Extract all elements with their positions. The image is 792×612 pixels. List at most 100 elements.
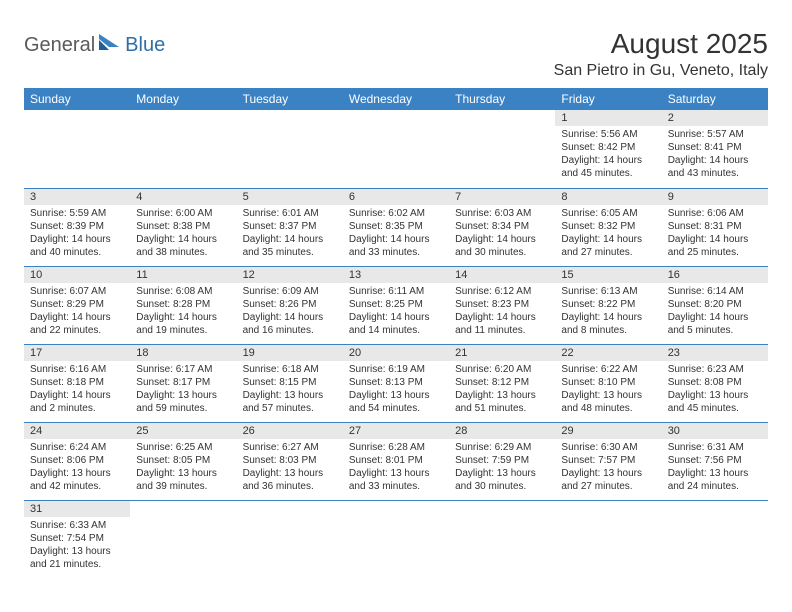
day-number: 9: [662, 189, 768, 205]
calendar-empty-cell: [555, 500, 661, 578]
day-header: Wednesday: [343, 88, 449, 110]
sunrise-text: Sunrise: 6:05 AM: [561, 207, 655, 220]
sunrise-text: Sunrise: 6:18 AM: [243, 363, 337, 376]
sunset-text: Sunset: 8:32 PM: [561, 220, 655, 233]
day-number: 3: [24, 189, 130, 205]
daylight-text: Daylight: 13 hours and 36 minutes.: [243, 467, 337, 493]
calendar-day-cell: 9Sunrise: 6:06 AMSunset: 8:31 PMDaylight…: [662, 188, 768, 266]
day-number: 31: [24, 501, 130, 517]
sunset-text: Sunset: 8:20 PM: [668, 298, 762, 311]
day-content: Sunrise: 6:01 AMSunset: 8:37 PMDaylight:…: [237, 205, 343, 263]
sunrise-text: Sunrise: 6:24 AM: [30, 441, 124, 454]
sunrise-text: Sunrise: 6:31 AM: [668, 441, 762, 454]
sunrise-text: Sunrise: 6:33 AM: [30, 519, 124, 532]
calendar-day-cell: 10Sunrise: 6:07 AMSunset: 8:29 PMDayligh…: [24, 266, 130, 344]
daylight-text: Daylight: 14 hours and 22 minutes.: [30, 311, 124, 337]
sunset-text: Sunset: 8:39 PM: [30, 220, 124, 233]
sunset-text: Sunset: 7:56 PM: [668, 454, 762, 467]
daylight-text: Daylight: 13 hours and 24 minutes.: [668, 467, 762, 493]
day-content: Sunrise: 6:09 AMSunset: 8:26 PMDaylight:…: [237, 283, 343, 341]
day-content: Sunrise: 6:11 AMSunset: 8:25 PMDaylight:…: [343, 283, 449, 341]
calendar-day-cell: 23Sunrise: 6:23 AMSunset: 8:08 PMDayligh…: [662, 344, 768, 422]
day-content: Sunrise: 5:59 AMSunset: 8:39 PMDaylight:…: [24, 205, 130, 263]
location-subtitle: San Pietro in Gu, Veneto, Italy: [554, 62, 768, 80]
day-content: Sunrise: 6:12 AMSunset: 8:23 PMDaylight:…: [449, 283, 555, 341]
day-content: Sunrise: 6:16 AMSunset: 8:18 PMDaylight:…: [24, 361, 130, 419]
daylight-text: Daylight: 14 hours and 38 minutes.: [136, 233, 230, 259]
day-content: Sunrise: 6:31 AMSunset: 7:56 PMDaylight:…: [662, 439, 768, 497]
daylight-text: Daylight: 13 hours and 42 minutes.: [30, 467, 124, 493]
daylight-text: Daylight: 13 hours and 33 minutes.: [349, 467, 443, 493]
calendar-week-row: 31Sunrise: 6:33 AMSunset: 7:54 PMDayligh…: [24, 500, 768, 578]
sunset-text: Sunset: 8:18 PM: [30, 376, 124, 389]
sunrise-text: Sunrise: 6:01 AM: [243, 207, 337, 220]
day-number: 13: [343, 267, 449, 283]
sunrise-text: Sunrise: 6:16 AM: [30, 363, 124, 376]
sunset-text: Sunset: 8:12 PM: [455, 376, 549, 389]
sunset-text: Sunset: 8:37 PM: [243, 220, 337, 233]
sunset-text: Sunset: 7:54 PM: [30, 532, 124, 545]
day-number: 22: [555, 345, 661, 361]
sunset-text: Sunset: 8:01 PM: [349, 454, 443, 467]
sunrise-text: Sunrise: 6:25 AM: [136, 441, 230, 454]
calendar-day-cell: 25Sunrise: 6:25 AMSunset: 8:05 PMDayligh…: [130, 422, 236, 500]
calendar-day-cell: 12Sunrise: 6:09 AMSunset: 8:26 PMDayligh…: [237, 266, 343, 344]
day-content: Sunrise: 6:00 AMSunset: 8:38 PMDaylight:…: [130, 205, 236, 263]
day-content: Sunrise: 6:08 AMSunset: 8:28 PMDaylight:…: [130, 283, 236, 341]
daylight-text: Daylight: 13 hours and 57 minutes.: [243, 389, 337, 415]
day-header: Sunday: [24, 88, 130, 110]
sunrise-text: Sunrise: 6:07 AM: [30, 285, 124, 298]
calendar-day-cell: 18Sunrise: 6:17 AMSunset: 8:17 PMDayligh…: [130, 344, 236, 422]
day-content: Sunrise: 6:07 AMSunset: 8:29 PMDaylight:…: [24, 283, 130, 341]
title-block: August 2025 San Pietro in Gu, Veneto, It…: [554, 28, 768, 80]
day-number: 2: [662, 110, 768, 126]
sunrise-text: Sunrise: 6:06 AM: [668, 207, 762, 220]
daylight-text: Daylight: 14 hours and 11 minutes.: [455, 311, 549, 337]
calendar-day-cell: 28Sunrise: 6:29 AMSunset: 7:59 PMDayligh…: [449, 422, 555, 500]
day-content: Sunrise: 6:27 AMSunset: 8:03 PMDaylight:…: [237, 439, 343, 497]
day-content: Sunrise: 6:33 AMSunset: 7:54 PMDaylight:…: [24, 517, 130, 575]
day-number: 27: [343, 423, 449, 439]
month-title: August 2025: [554, 28, 768, 60]
calendar-day-cell: 21Sunrise: 6:20 AMSunset: 8:12 PMDayligh…: [449, 344, 555, 422]
calendar-head: SundayMondayTuesdayWednesdayThursdayFrid…: [24, 88, 768, 110]
day-content: Sunrise: 6:02 AMSunset: 8:35 PMDaylight:…: [343, 205, 449, 263]
calendar-empty-cell: [24, 110, 130, 188]
calendar-day-cell: 5Sunrise: 6:01 AMSunset: 8:37 PMDaylight…: [237, 188, 343, 266]
daylight-text: Daylight: 13 hours and 45 minutes.: [668, 389, 762, 415]
daylight-text: Daylight: 14 hours and 19 minutes.: [136, 311, 230, 337]
calendar-empty-cell: [449, 500, 555, 578]
sunset-text: Sunset: 8:17 PM: [136, 376, 230, 389]
page-header: General Blue August 2025 San Pietro in G…: [24, 28, 768, 80]
calendar-day-cell: 11Sunrise: 6:08 AMSunset: 8:28 PMDayligh…: [130, 266, 236, 344]
calendar-day-cell: 14Sunrise: 6:12 AMSunset: 8:23 PMDayligh…: [449, 266, 555, 344]
calendar-day-cell: 15Sunrise: 6:13 AMSunset: 8:22 PMDayligh…: [555, 266, 661, 344]
daylight-text: Daylight: 13 hours and 48 minutes.: [561, 389, 655, 415]
calendar-empty-cell: [130, 110, 236, 188]
sunrise-text: Sunrise: 6:13 AM: [561, 285, 655, 298]
day-content: Sunrise: 6:17 AMSunset: 8:17 PMDaylight:…: [130, 361, 236, 419]
daylight-text: Daylight: 14 hours and 8 minutes.: [561, 311, 655, 337]
day-number: 10: [24, 267, 130, 283]
day-content: Sunrise: 6:19 AMSunset: 8:13 PMDaylight:…: [343, 361, 449, 419]
day-content: Sunrise: 6:22 AMSunset: 8:10 PMDaylight:…: [555, 361, 661, 419]
day-number: 18: [130, 345, 236, 361]
sunset-text: Sunset: 7:57 PM: [561, 454, 655, 467]
daylight-text: Daylight: 14 hours and 16 minutes.: [243, 311, 337, 337]
calendar-day-cell: 4Sunrise: 6:00 AMSunset: 8:38 PMDaylight…: [130, 188, 236, 266]
calendar-day-cell: 30Sunrise: 6:31 AMSunset: 7:56 PMDayligh…: [662, 422, 768, 500]
sunrise-text: Sunrise: 6:19 AM: [349, 363, 443, 376]
day-number: 5: [237, 189, 343, 205]
flag-icon: [99, 34, 121, 50]
sunset-text: Sunset: 8:38 PM: [136, 220, 230, 233]
daylight-text: Daylight: 14 hours and 14 minutes.: [349, 311, 443, 337]
sunset-text: Sunset: 8:26 PM: [243, 298, 337, 311]
day-number: 17: [24, 345, 130, 361]
day-number: 28: [449, 423, 555, 439]
sunrise-text: Sunrise: 6:29 AM: [455, 441, 549, 454]
calendar-table: SundayMondayTuesdayWednesdayThursdayFrid…: [24, 88, 768, 578]
daylight-text: Daylight: 14 hours and 40 minutes.: [30, 233, 124, 259]
day-content: Sunrise: 6:13 AMSunset: 8:22 PMDaylight:…: [555, 283, 661, 341]
day-content: Sunrise: 5:57 AMSunset: 8:41 PMDaylight:…: [662, 126, 768, 184]
day-content: Sunrise: 5:56 AMSunset: 8:42 PMDaylight:…: [555, 126, 661, 184]
